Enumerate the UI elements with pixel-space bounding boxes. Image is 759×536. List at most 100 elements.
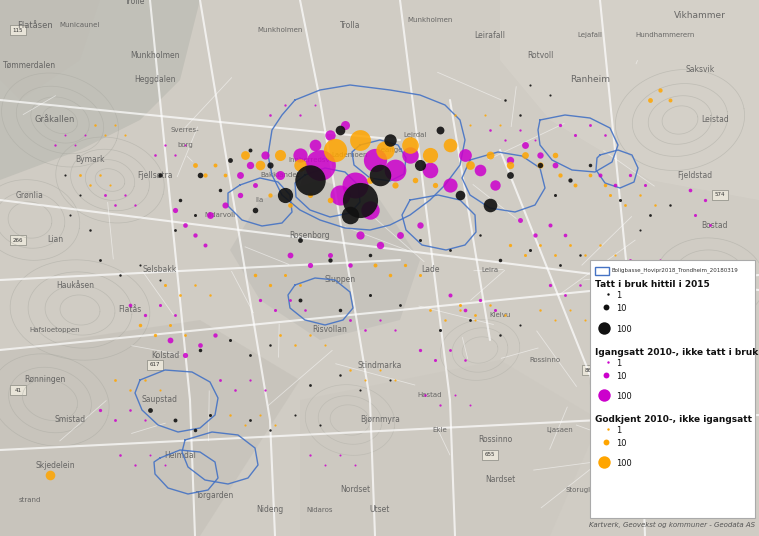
Point xyxy=(549,161,561,169)
Point xyxy=(324,251,336,259)
Point xyxy=(189,161,201,169)
Text: Bymark: Bymark xyxy=(75,155,105,165)
Point xyxy=(634,226,646,234)
Point xyxy=(299,306,311,314)
Point xyxy=(404,151,416,159)
Point xyxy=(289,341,301,349)
Point xyxy=(554,121,566,129)
Point xyxy=(264,161,276,169)
Text: Munkholmen: Munkholmen xyxy=(408,17,452,23)
Bar xyxy=(10,385,26,395)
Point xyxy=(549,151,561,159)
Point xyxy=(294,281,306,289)
Point xyxy=(634,191,646,199)
Point xyxy=(89,121,101,129)
Point xyxy=(684,185,696,194)
Point xyxy=(254,161,266,169)
Point xyxy=(534,241,546,249)
Point xyxy=(209,331,221,339)
Point xyxy=(424,151,436,159)
Point xyxy=(609,181,621,189)
Text: Selsbakk: Selsbakk xyxy=(143,265,177,274)
Point xyxy=(244,416,256,425)
Point xyxy=(349,461,361,470)
Point xyxy=(244,161,256,169)
Point xyxy=(294,151,306,159)
Point xyxy=(609,251,621,259)
Point xyxy=(499,136,511,144)
Text: 41: 41 xyxy=(14,388,21,392)
Point xyxy=(304,381,316,389)
Point xyxy=(384,271,396,279)
Point xyxy=(589,291,601,299)
Text: Hundhammerern: Hundhammerern xyxy=(635,32,694,38)
Point xyxy=(189,426,201,434)
Point xyxy=(59,131,71,139)
Point xyxy=(519,251,531,259)
Point xyxy=(169,226,181,234)
Point xyxy=(374,241,386,249)
Point xyxy=(574,281,586,289)
Point xyxy=(519,151,531,159)
Point xyxy=(314,161,326,169)
Point xyxy=(494,121,506,129)
Point xyxy=(484,301,496,309)
Point xyxy=(344,316,356,324)
Text: 10: 10 xyxy=(616,304,626,313)
Point xyxy=(264,281,276,289)
Point xyxy=(314,421,326,429)
Point xyxy=(564,176,576,184)
Point xyxy=(599,131,611,139)
Point xyxy=(289,411,301,419)
Point xyxy=(119,191,131,199)
Point xyxy=(104,181,116,189)
Point xyxy=(334,191,346,199)
Polygon shape xyxy=(500,0,759,200)
Point xyxy=(439,316,451,324)
Text: 115: 115 xyxy=(13,27,24,33)
Point xyxy=(114,451,126,459)
Point xyxy=(364,176,376,184)
Point xyxy=(429,181,441,189)
Point xyxy=(219,200,231,209)
Text: Bakklandet: Bakklandet xyxy=(260,172,300,178)
Text: Heimdal: Heimdal xyxy=(164,450,196,459)
Point xyxy=(164,336,176,344)
Point xyxy=(654,86,666,94)
Point xyxy=(129,461,141,470)
Point xyxy=(189,211,201,219)
Bar xyxy=(482,450,498,460)
Point xyxy=(602,425,614,433)
Text: Bjørnå: Bjørnå xyxy=(669,376,691,384)
Point xyxy=(144,451,156,459)
Point xyxy=(74,191,86,199)
Point xyxy=(224,411,236,419)
Point xyxy=(284,296,296,304)
Text: Vikhammer: Vikhammer xyxy=(674,11,726,19)
Point xyxy=(264,426,276,434)
Point xyxy=(529,230,541,239)
Point xyxy=(669,266,681,274)
Text: borg: borg xyxy=(177,142,193,148)
Point xyxy=(494,331,506,339)
Point xyxy=(349,181,361,189)
Point xyxy=(369,156,381,165)
Point xyxy=(344,211,356,219)
Point xyxy=(374,366,386,374)
Point xyxy=(549,251,561,259)
Point xyxy=(179,331,191,339)
Point xyxy=(399,260,411,269)
Point xyxy=(459,356,471,364)
Point xyxy=(169,151,181,159)
Point xyxy=(359,376,371,384)
Point xyxy=(614,196,626,204)
Point xyxy=(369,260,381,269)
Point xyxy=(484,151,496,159)
Point xyxy=(559,291,571,299)
Point xyxy=(444,291,456,299)
Text: Fjellsøtra: Fjellsøtra xyxy=(137,170,173,180)
Point xyxy=(524,245,536,254)
Point xyxy=(264,191,276,199)
Point xyxy=(598,324,610,332)
Point xyxy=(699,196,711,204)
